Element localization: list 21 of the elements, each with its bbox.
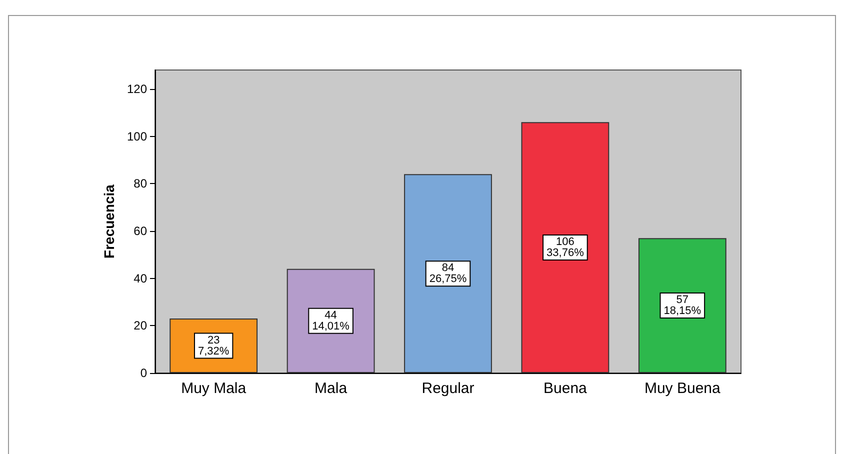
x-tick-label: Muy Mala: [181, 380, 247, 397]
bar: [638, 238, 726, 373]
y-tick-label: 120: [126, 82, 148, 96]
data-label: 57 18,15%: [664, 294, 702, 318]
x-tick-label: Buena: [544, 380, 588, 397]
y-axis-title: Frecuencia: [101, 184, 118, 258]
data-label: 84 26,75%: [429, 262, 467, 286]
x-tick-label: Muy Buena: [644, 380, 721, 397]
x-tick-label: Mala: [314, 380, 348, 397]
data-label: 106 33,76%: [546, 236, 584, 260]
y-tick-label: 40: [134, 271, 148, 286]
y-tick-label: 60: [134, 224, 148, 238]
x-tick-label: Regular: [422, 380, 474, 397]
data-label: 44 14,01%: [312, 309, 350, 332]
y-tick-label: 100: [126, 129, 148, 144]
y-tick-label: 80: [134, 176, 148, 191]
data-label: 23 7,32%: [198, 334, 230, 358]
y-tick-label: 0: [140, 366, 148, 380]
y-tick-label: 20: [134, 318, 148, 333]
bar: [404, 174, 492, 373]
bar: [521, 122, 610, 373]
